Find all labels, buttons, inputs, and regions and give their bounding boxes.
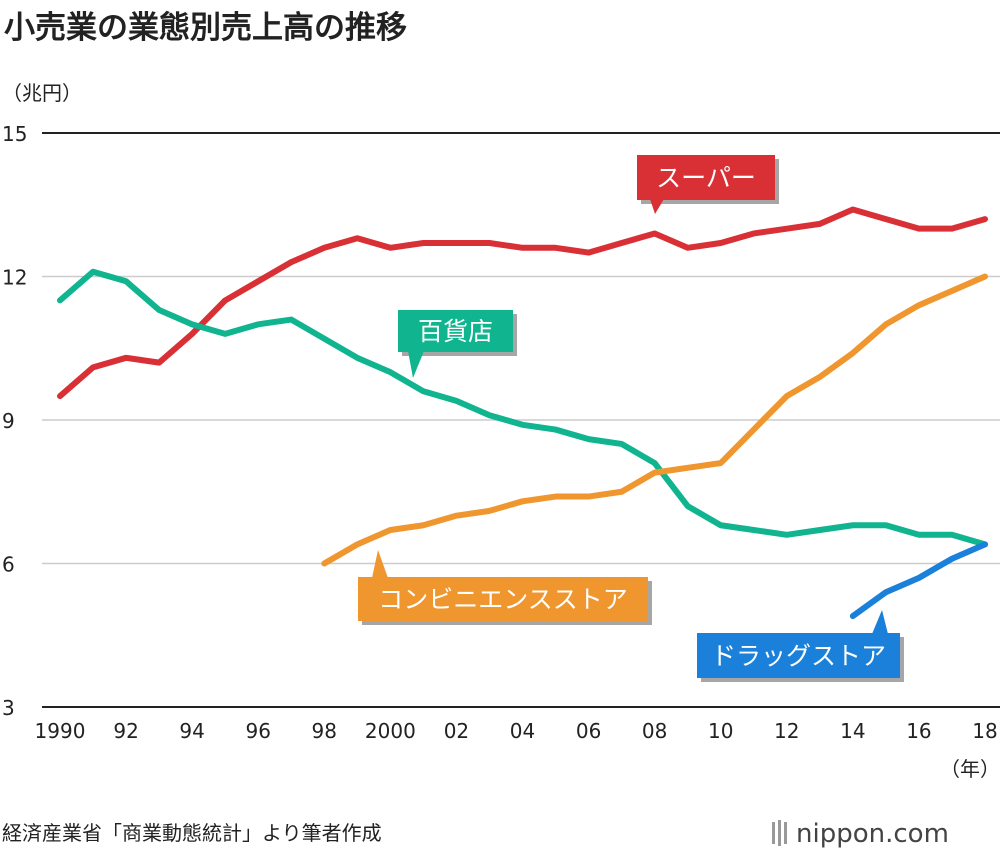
x-tick-label: 1990 bbox=[35, 719, 86, 743]
x-tick-label: 10 bbox=[708, 719, 733, 743]
series-label: 百貨店 bbox=[418, 317, 493, 346]
chart-title: 小売業の業態別売上高の推移 bbox=[4, 10, 407, 46]
x-tick-label: 08 bbox=[642, 719, 667, 743]
x-tick-label: 94 bbox=[179, 719, 204, 743]
series-line-ドラッグストア bbox=[849, 541, 988, 620]
series-label-callout: 百貨店 bbox=[398, 310, 517, 378]
x-tick-label: 18 bbox=[972, 719, 997, 743]
x-tick-label: 96 bbox=[245, 719, 270, 743]
x-tick-label: 02 bbox=[444, 719, 469, 743]
y-tick-label: 9 bbox=[2, 409, 15, 433]
x-tick-label: 04 bbox=[510, 719, 535, 743]
x-tick-label: 06 bbox=[576, 719, 601, 743]
series-label-callout: スーパー bbox=[637, 155, 779, 214]
x-tick-label: 12 bbox=[774, 719, 799, 743]
logo-text: nippon.com bbox=[796, 819, 949, 849]
x-axis-label: （年） bbox=[940, 757, 1000, 781]
x-tick-label: 98 bbox=[312, 719, 337, 743]
series-label-callout: ドラッグストア bbox=[697, 610, 904, 682]
x-tick-label: 16 bbox=[906, 719, 931, 743]
x-tick-label: 2000 bbox=[365, 719, 416, 743]
series-label: ドラッグストア bbox=[711, 642, 886, 671]
y-tick-label: 12 bbox=[2, 266, 27, 290]
source-note: 経済産業省「商業動態統計」より筆者作成 bbox=[2, 821, 382, 845]
y-tick-label: 6 bbox=[2, 553, 15, 577]
y-tick-label: 15 bbox=[2, 122, 27, 146]
nippon-logo: nippon.com bbox=[772, 819, 949, 849]
series-label-callout: コンビニエンスストア bbox=[358, 550, 652, 625]
series-line-コンビニエンスストア bbox=[321, 273, 988, 567]
series-line-百貨店 bbox=[57, 268, 988, 548]
y-axis-label: （兆円） bbox=[2, 81, 82, 105]
x-tick-label: 92 bbox=[113, 719, 138, 743]
y-tick-label: 3 bbox=[2, 696, 15, 720]
series-label: コンビニエンスストア bbox=[378, 585, 628, 614]
x-tick-label: 14 bbox=[840, 719, 865, 743]
series-label: スーパー bbox=[656, 164, 756, 193]
series-line-スーパー bbox=[57, 206, 988, 400]
